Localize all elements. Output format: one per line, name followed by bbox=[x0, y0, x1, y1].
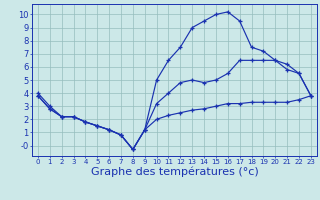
X-axis label: Graphe des températures (°c): Graphe des températures (°c) bbox=[91, 167, 258, 177]
